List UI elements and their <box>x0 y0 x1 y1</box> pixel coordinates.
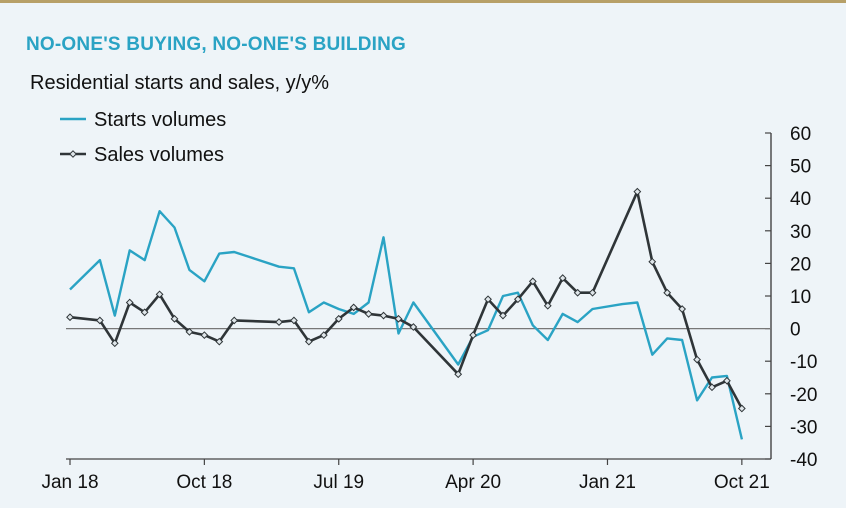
sales-data-point <box>66 313 74 322</box>
y-tick-label: 10 <box>790 287 811 308</box>
y-tick-label: -10 <box>790 352 817 373</box>
sales-data-point <box>185 327 194 336</box>
sales-data-point <box>334 314 343 323</box>
sales-data-point <box>125 298 134 307</box>
sales-data-point <box>484 295 492 304</box>
x-tick-label: Jan 18 <box>41 472 98 493</box>
sales-data-point <box>275 318 283 326</box>
sales-data-point <box>469 331 478 340</box>
legend-marker <box>69 150 77 158</box>
x-tick-label: Jan 21 <box>579 472 636 493</box>
chart-subtitle: Residential starts and sales, y/y% <box>30 72 330 94</box>
y-tick-label: 50 <box>790 157 811 178</box>
sales-data-point <box>588 288 597 297</box>
y-tick-label: 0 <box>790 320 801 341</box>
sales-data-point <box>454 370 463 379</box>
sales-data-point <box>364 310 373 318</box>
sales-data-point <box>170 314 179 323</box>
sales-data-point <box>379 311 388 320</box>
sales-data-point <box>215 337 224 346</box>
sales-data-point <box>140 308 149 317</box>
sales-data-point <box>723 376 731 385</box>
sales-data-point <box>558 274 567 282</box>
x-tick-label: Jul 19 <box>313 472 364 493</box>
sales-data-point <box>737 404 746 413</box>
sales-data-point <box>349 303 358 312</box>
sales-data-point <box>290 316 298 325</box>
sales-data-point <box>663 288 672 297</box>
legend-label-starts: Starts volumes <box>94 109 226 131</box>
x-tick-label: Apr 20 <box>445 472 501 493</box>
sales-data-point <box>230 316 239 325</box>
sales-data-point <box>155 290 164 299</box>
sales-data-point <box>708 383 716 392</box>
y-tick-label: -40 <box>790 450 817 471</box>
y-tick-label: 30 <box>790 222 811 243</box>
sales-data-point <box>394 314 403 323</box>
sales-data-point <box>95 316 104 325</box>
top-rule <box>0 0 846 3</box>
y-tick-label: 40 <box>790 189 811 210</box>
legend-label-sales: Sales volumes <box>94 144 224 166</box>
sales-data-point <box>110 339 119 348</box>
x-tick-label: Oct 21 <box>714 472 770 493</box>
y-tick-label: 60 <box>790 124 811 145</box>
sales-data-point <box>678 305 687 313</box>
sales-data-point <box>319 331 328 340</box>
sales-data-point <box>409 323 418 331</box>
sales-data-point <box>633 187 642 196</box>
x-tick-label: Oct 18 <box>176 472 232 493</box>
sales-data-point <box>693 355 701 364</box>
chart-title: NO-ONE'S BUYING, NO-ONE'S BUILDING <box>26 34 407 55</box>
sales-data-point <box>200 331 209 340</box>
y-tick-label: -20 <box>790 385 817 406</box>
sales-data-point <box>573 288 582 297</box>
y-tick-label: 20 <box>790 254 811 275</box>
y-tick-label: -30 <box>790 417 817 438</box>
sales-data-point <box>528 277 537 286</box>
sales-data-point <box>648 257 657 266</box>
sales-data-point <box>304 337 313 346</box>
sales-data-point <box>499 311 507 320</box>
sales-data-point <box>513 295 522 304</box>
series-line-starts-volumes <box>69 210 744 440</box>
sales-data-point <box>543 301 552 310</box>
